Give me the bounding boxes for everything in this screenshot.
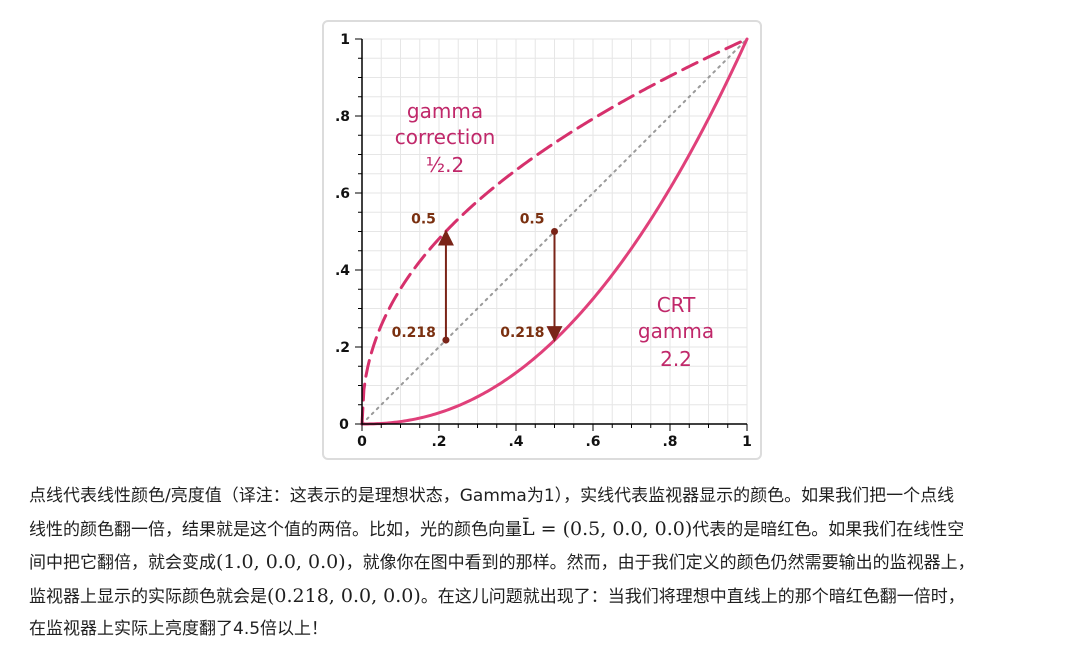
chart-frame: 0 .2 .4 .6 .8 1 0 .2 .4 .6 .8 1 0.5 0.218 0.5 0.218 ga…: [322, 20, 762, 460]
annotation-low-label: 0.218: [392, 325, 436, 341]
caption-line-2b: 代表的是暗红色。如果我们在线性空: [692, 519, 965, 540]
y-tick-label: .8: [335, 109, 350, 125]
gamma-correction-label: correction: [395, 125, 496, 149]
crt-gamma-label: CRT: [657, 293, 696, 317]
y-tick-label: .2: [335, 340, 350, 356]
series-line-dashed: [360, 37, 749, 426]
gamma-chart: 0 .2 .4 .6 .8 1 0 .2 .4 .6 .8 1 0.5 0.218 0.5 0.218 ga…: [335, 32, 752, 450]
y-tick-label: 1: [340, 32, 350, 48]
gamma-correction-label: ½.2: [426, 153, 464, 177]
math-actual-vector: (0.218, 0.0, 0.0): [267, 584, 421, 607]
gamma-correction-label: gamma: [407, 99, 483, 123]
annotation-dot: [442, 336, 450, 344]
x-tick-label: .4: [508, 434, 523, 450]
x-tick-label: 1: [742, 434, 752, 450]
y-tick-label: .4: [335, 263, 350, 279]
caption-line-1: 点线代表线性颜色/亮度值（译注：这表示的是理想状态，Gamma为1），实线代表监…: [29, 486, 955, 506]
crt-gamma-label: gamma: [638, 319, 714, 343]
x-tick-label: .2: [431, 434, 446, 450]
annotation-high-label: 0.5: [520, 212, 545, 228]
caption-line-3a: 间中把它翻倍，就会变成: [29, 553, 216, 573]
x-tick-label: .6: [585, 434, 600, 450]
annotation-low-label: 0.218: [500, 325, 544, 341]
caption-line-4a: 监视器上显示的实际颜色就会是: [29, 586, 267, 607]
annotation-dot: [551, 228, 558, 235]
math-doubled-vector: (1.0, 0.0, 0.0): [216, 551, 346, 573]
math-color-vector: L̄ = (0.5, 0.0, 0.0): [522, 517, 693, 540]
annotation-high-label: 0.5: [411, 212, 436, 228]
y-tick-label: 0: [339, 417, 349, 433]
y-tick-label: .6: [335, 186, 350, 202]
x-tick-label: .8: [662, 434, 677, 450]
caption-line-2a: 线性的颜色翻一倍，结果就是这个值的两倍。比如，光的颜色向量: [29, 519, 522, 540]
caption-line-5: 在监视器上实际上亮度翻了4.5倍以上！: [29, 619, 329, 639]
x-tick-label: 0: [357, 434, 367, 450]
crt-gamma-label: 2.2: [660, 347, 692, 371]
caption-line-4b: 。在这儿问题就出现了：当我们将理想中直线上的那个暗红色翻一倍时，: [420, 586, 965, 607]
caption-text: 点线代表线性颜色/亮度值（译注：这表示的是理想状态，Gamma为1），实线代表监…: [29, 480, 1059, 646]
caption-line-3b: ，就像你在图中看到的那样。然而，由于我们定义的颜色仍然需要输出的监视器上，: [345, 553, 975, 573]
